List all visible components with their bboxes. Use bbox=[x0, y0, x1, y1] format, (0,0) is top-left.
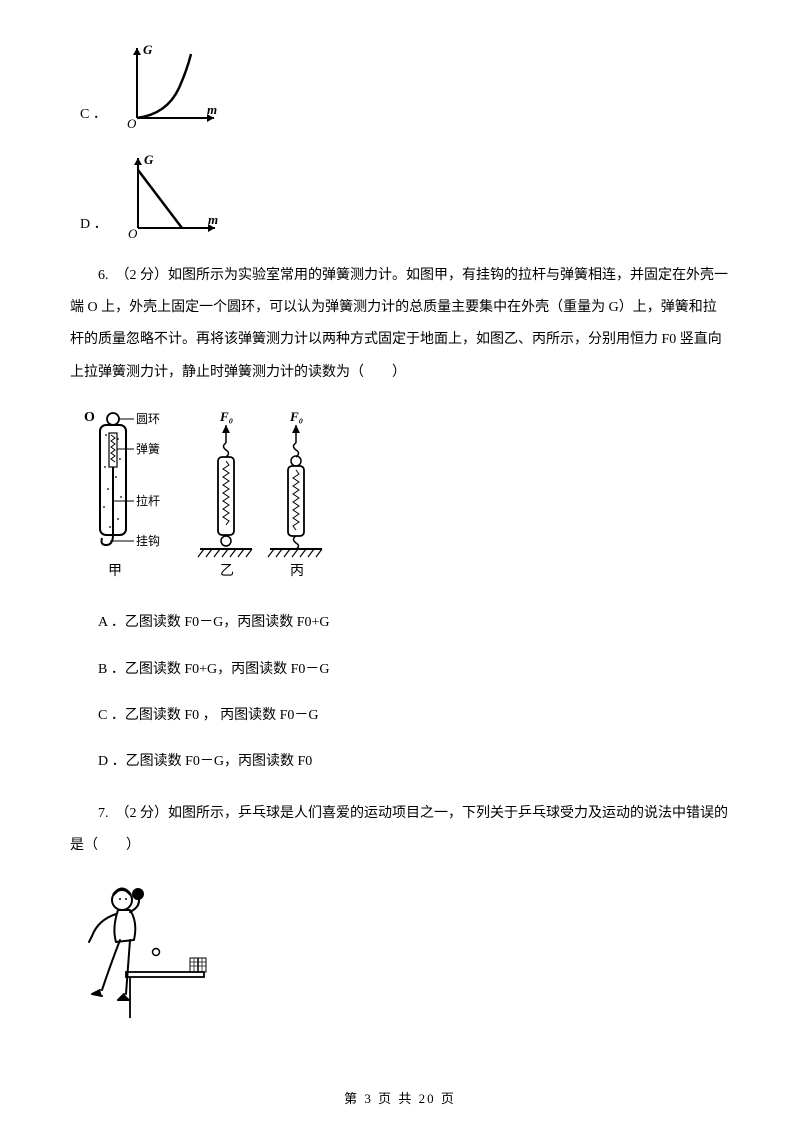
option-c-label: C ． bbox=[80, 104, 107, 130]
label-yi: 乙 bbox=[220, 563, 234, 579]
q6-figure: O 圆环 弹簧 拉杆 挂钩 甲 F₀ bbox=[80, 407, 730, 590]
axis-g-label: G bbox=[144, 152, 154, 167]
question-7-text: 7. （2 分）如图所示，乒乓球是人们喜爱的运动项目之一，下列关于乒乓球受力及运… bbox=[70, 798, 730, 862]
q6-choice-a[interactable]: A ．乙图读数 F0－G，丙图读数 F0+G bbox=[98, 612, 730, 634]
label-F0-yi: F₀ bbox=[219, 409, 233, 424]
option-c-row: C ． G m O bbox=[80, 40, 730, 130]
label-O: O bbox=[84, 410, 95, 425]
option-d-label: D ． bbox=[80, 214, 108, 240]
graph-c: G m O bbox=[119, 40, 229, 130]
label-spring: 弹簧 bbox=[136, 441, 160, 456]
q6-choice-b[interactable]: B ．乙图读数 F0+G，丙图读数 F0－G bbox=[98, 659, 730, 681]
axis-m-label: m bbox=[207, 102, 217, 117]
label-F0-bing: F₀ bbox=[289, 409, 303, 424]
label-hook: 挂钩 bbox=[136, 534, 160, 548]
origin-label: O bbox=[128, 226, 138, 240]
label-ring: 圆环 bbox=[136, 412, 160, 426]
origin-label: O bbox=[127, 116, 137, 130]
option-d-row: D ． G m O bbox=[80, 150, 730, 240]
question-6-text: 6. （2 分）如图所示为实验室常用的弹簧测力计。如图甲，有挂钩的拉杆与弹簧相连… bbox=[70, 260, 730, 389]
q6-choice-d[interactable]: D ．乙图读数 F0－G，丙图读数 F0 bbox=[98, 751, 730, 773]
q6-choice-c[interactable]: C ．乙图读数 F0 ， 丙图读数 F0－G bbox=[98, 705, 730, 727]
graph-d: G m O bbox=[120, 150, 230, 240]
label-rod: 拉杆 bbox=[136, 493, 160, 508]
label-bing: 丙 bbox=[290, 564, 304, 579]
label-jia: 甲 bbox=[108, 564, 122, 579]
axis-g-label: G bbox=[143, 42, 153, 57]
axis-m-label: m bbox=[208, 212, 218, 227]
q7-figure bbox=[80, 880, 730, 1028]
page-footer: 第 3 页 共 20 页 bbox=[0, 1089, 800, 1110]
